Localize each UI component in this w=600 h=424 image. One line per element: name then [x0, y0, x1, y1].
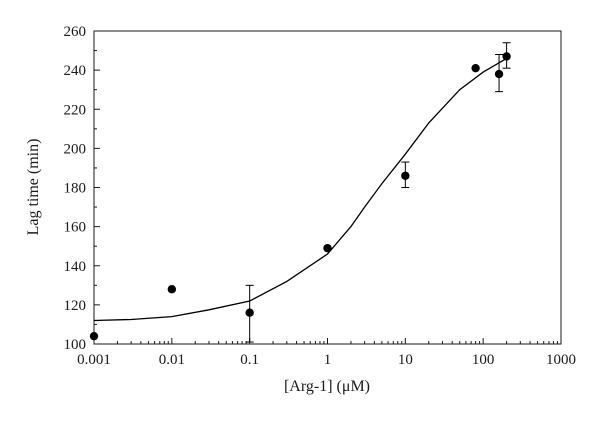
y-tick-label: 240 — [64, 63, 87, 79]
y-ticks: 100 120 140 160 180 200 220 240 260 — [64, 24, 100, 353]
data-point — [471, 63, 480, 73]
y-tick-label: 140 — [64, 259, 87, 275]
data-point — [494, 69, 504, 79]
y-tick-label: 200 — [64, 141, 87, 157]
data-point — [167, 285, 177, 294]
data-point — [89, 331, 99, 341]
data-point — [401, 171, 410, 180]
y-tick-label: 100 — [64, 337, 87, 353]
x-tick-label: 100 — [472, 352, 495, 368]
data-point — [323, 243, 332, 253]
x-tick-label: 1000 — [546, 352, 576, 368]
plot-frame — [93, 30, 562, 345]
fit-layer — [93, 57, 507, 322]
y-tick-label: 180 — [64, 181, 87, 197]
x-axis-title: [Arg-1] (μM) — [284, 378, 370, 395]
y-tick-label: 120 — [64, 298, 87, 314]
y-axis-title: Lag time (min) — [25, 139, 42, 236]
error-bars — [245, 42, 511, 343]
x-ticks: 0.001 0.01 0.1 1 10 100 1000 — [77, 338, 576, 368]
fit-curve — [93, 57, 507, 322]
data-points — [89, 52, 511, 341]
x-tick-label: 0.1 — [240, 352, 259, 368]
x-tick-label: 0.001 — [77, 352, 111, 368]
x-tick-label: 0.01 — [159, 352, 185, 368]
data-point — [502, 52, 511, 61]
y-tick-label: 260 — [64, 24, 87, 40]
y-tick-label: 220 — [64, 102, 87, 118]
data-point — [245, 308, 254, 317]
y-tick-label: 160 — [64, 220, 87, 236]
x-tick-label: 1 — [324, 352, 332, 368]
x-tick-label: 10 — [398, 352, 413, 368]
